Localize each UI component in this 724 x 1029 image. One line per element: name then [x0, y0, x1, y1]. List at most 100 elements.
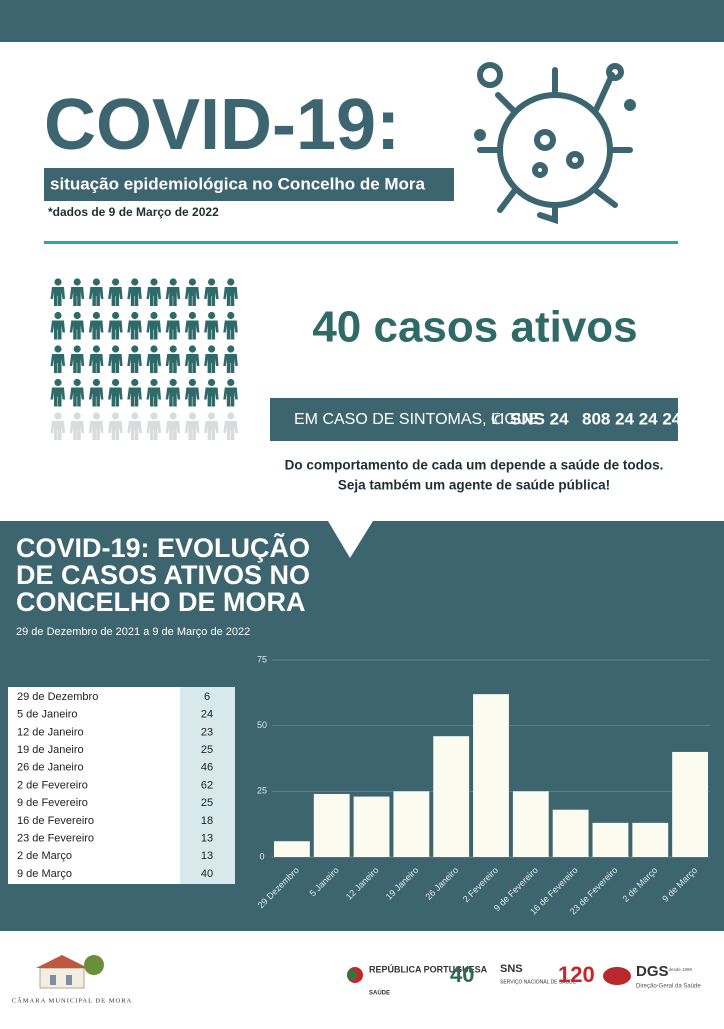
person-head	[227, 412, 235, 420]
bar	[512, 791, 549, 857]
data-table: 29 de Dezembro 6 5 de Janeiro 24 12 de Janei…	[17, 691, 213, 880]
person-icon	[50, 311, 65, 340]
person-icon	[69, 412, 85, 440]
person-icon	[184, 378, 200, 407]
person-body	[165, 320, 181, 340]
person-body	[184, 354, 200, 373]
people-pictogram	[50, 278, 238, 440]
person-icon	[69, 278, 85, 306]
person-head	[169, 345, 177, 353]
person-icon	[184, 345, 200, 373]
person-head	[169, 412, 177, 420]
sns-anniversary: 40	[450, 962, 474, 987]
person-body	[50, 354, 65, 373]
person-head	[92, 378, 100, 387]
person-icon	[50, 378, 65, 407]
person-body	[184, 421, 200, 440]
person-icon	[69, 345, 85, 373]
person-head	[188, 345, 196, 353]
sns-name: SERVIÇO NACIONAL DE SAÚDE	[500, 978, 577, 985]
person-head	[188, 311, 196, 320]
person-icon	[108, 311, 123, 340]
person-head	[131, 378, 139, 387]
person-head	[92, 345, 100, 353]
person-head	[131, 345, 139, 353]
person-head	[208, 345, 216, 353]
data-note: *dados de 9 de Março de 2022	[48, 205, 219, 219]
person-icon	[88, 378, 104, 407]
person-body	[127, 320, 142, 340]
person-icon	[69, 378, 85, 407]
message-line: Do comportamento de cada um depende a sa…	[285, 458, 664, 473]
person-icon	[223, 345, 238, 373]
bar	[353, 796, 390, 857]
ministry: SAÚDE	[369, 990, 390, 997]
person-head	[150, 345, 158, 353]
table-value: 23	[201, 726, 213, 738]
person-head	[150, 278, 158, 286]
y-tick-label: 25	[257, 786, 267, 796]
y-tick-label: 0	[259, 851, 264, 861]
person-body	[127, 287, 142, 306]
republic-name: REPÚBLICA PORTUGUESA	[369, 963, 488, 974]
table-label: 2 de Fevereiro	[17, 779, 88, 791]
table-value: 46	[201, 762, 213, 774]
person-icon	[50, 412, 65, 440]
section-subtitle: 29 de Dezembro de 2021 a 9 de Março de 2…	[16, 626, 250, 638]
table-value: 18	[201, 815, 213, 827]
table-label: 9 de Fevereiro	[17, 797, 88, 809]
person-icon	[146, 311, 161, 340]
person-icon	[50, 345, 65, 373]
dgs-name: Direção-Geral da Saúde	[636, 984, 701, 990]
person-icon	[88, 345, 104, 373]
person-body	[108, 354, 123, 373]
person-body	[88, 354, 104, 373]
person-head	[169, 311, 177, 320]
person-icon	[223, 311, 238, 340]
person-head	[131, 278, 139, 286]
person-body	[108, 287, 123, 306]
table-label: 23 de Fevereiro	[17, 833, 94, 845]
person-head	[54, 412, 62, 420]
person-body	[127, 387, 142, 407]
person-icon	[108, 412, 123, 440]
table-value: 13	[201, 850, 213, 862]
person-body	[88, 387, 104, 407]
person-icon	[50, 278, 65, 306]
person-body	[184, 287, 200, 306]
person-head	[54, 345, 62, 353]
person-head	[150, 412, 158, 420]
person-body	[69, 387, 85, 407]
person-head	[131, 311, 139, 320]
person-body	[127, 354, 142, 373]
person-icon	[146, 278, 161, 306]
person-head	[208, 278, 216, 286]
person-body	[165, 354, 181, 373]
section-title: CONCELHO DE MORA	[16, 587, 306, 617]
subtitle: situação epidemiológica no Concelho de M…	[50, 174, 426, 193]
municipality-logo	[36, 955, 104, 989]
person-icon	[184, 412, 200, 440]
person-head	[54, 278, 62, 286]
person-body	[69, 421, 85, 440]
section-title: DE CASOS ATIVOS NO	[16, 560, 310, 590]
person-body	[223, 387, 238, 407]
bar	[632, 822, 669, 857]
virus-icon	[474, 62, 636, 225]
person-head	[92, 278, 100, 286]
person-icon	[146, 378, 161, 407]
person-head	[227, 378, 235, 387]
table-label: 9 de Março	[17, 868, 72, 880]
person-icon	[69, 311, 85, 340]
table-value: 6	[204, 691, 210, 703]
person-icon	[204, 278, 219, 306]
person-head	[73, 378, 81, 387]
person-body	[50, 320, 65, 340]
person-head	[227, 345, 235, 353]
person-body	[204, 421, 219, 440]
person-head	[112, 311, 120, 320]
person-icon	[204, 345, 219, 373]
person-body	[165, 421, 181, 440]
municipality-name: CÂMARA MUNICIPAL DE MORA	[12, 996, 133, 1004]
person-icon	[127, 345, 142, 373]
